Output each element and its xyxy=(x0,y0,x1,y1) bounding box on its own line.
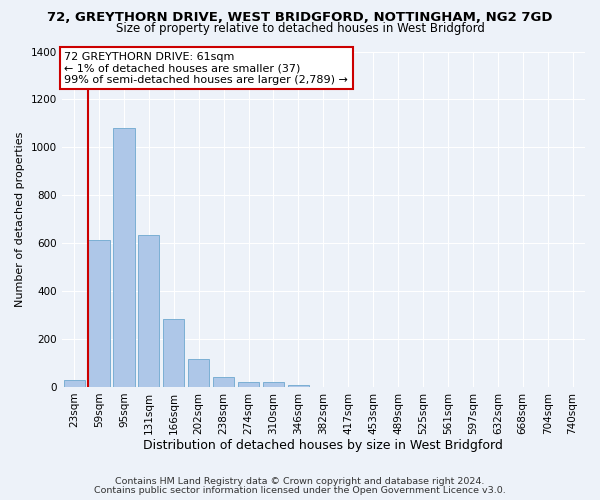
Text: Size of property relative to detached houses in West Bridgford: Size of property relative to detached ho… xyxy=(116,22,484,35)
Bar xyxy=(88,240,110,387)
Text: 72 GREYTHORN DRIVE: 61sqm
← 1% of detached houses are smaller (37)
99% of semi-d: 72 GREYTHORN DRIVE: 61sqm ← 1% of detach… xyxy=(64,52,348,85)
Bar xyxy=(213,378,234,387)
Text: 72, GREYTHORN DRIVE, WEST BRIDGFORD, NOTTINGHAM, NG2 7GD: 72, GREYTHORN DRIVE, WEST BRIDGFORD, NOT… xyxy=(47,11,553,24)
Bar xyxy=(263,382,284,387)
Bar xyxy=(288,385,309,387)
X-axis label: Distribution of detached houses by size in West Bridgford: Distribution of detached houses by size … xyxy=(143,440,503,452)
Bar xyxy=(163,318,184,387)
Text: Contains public sector information licensed under the Open Government Licence v3: Contains public sector information licen… xyxy=(94,486,506,495)
Bar xyxy=(138,235,160,387)
Y-axis label: Number of detached properties: Number of detached properties xyxy=(15,132,25,307)
Bar xyxy=(113,128,134,387)
Text: Contains HM Land Registry data © Crown copyright and database right 2024.: Contains HM Land Registry data © Crown c… xyxy=(115,477,485,486)
Bar xyxy=(188,360,209,387)
Bar xyxy=(238,382,259,387)
Bar xyxy=(64,380,85,387)
